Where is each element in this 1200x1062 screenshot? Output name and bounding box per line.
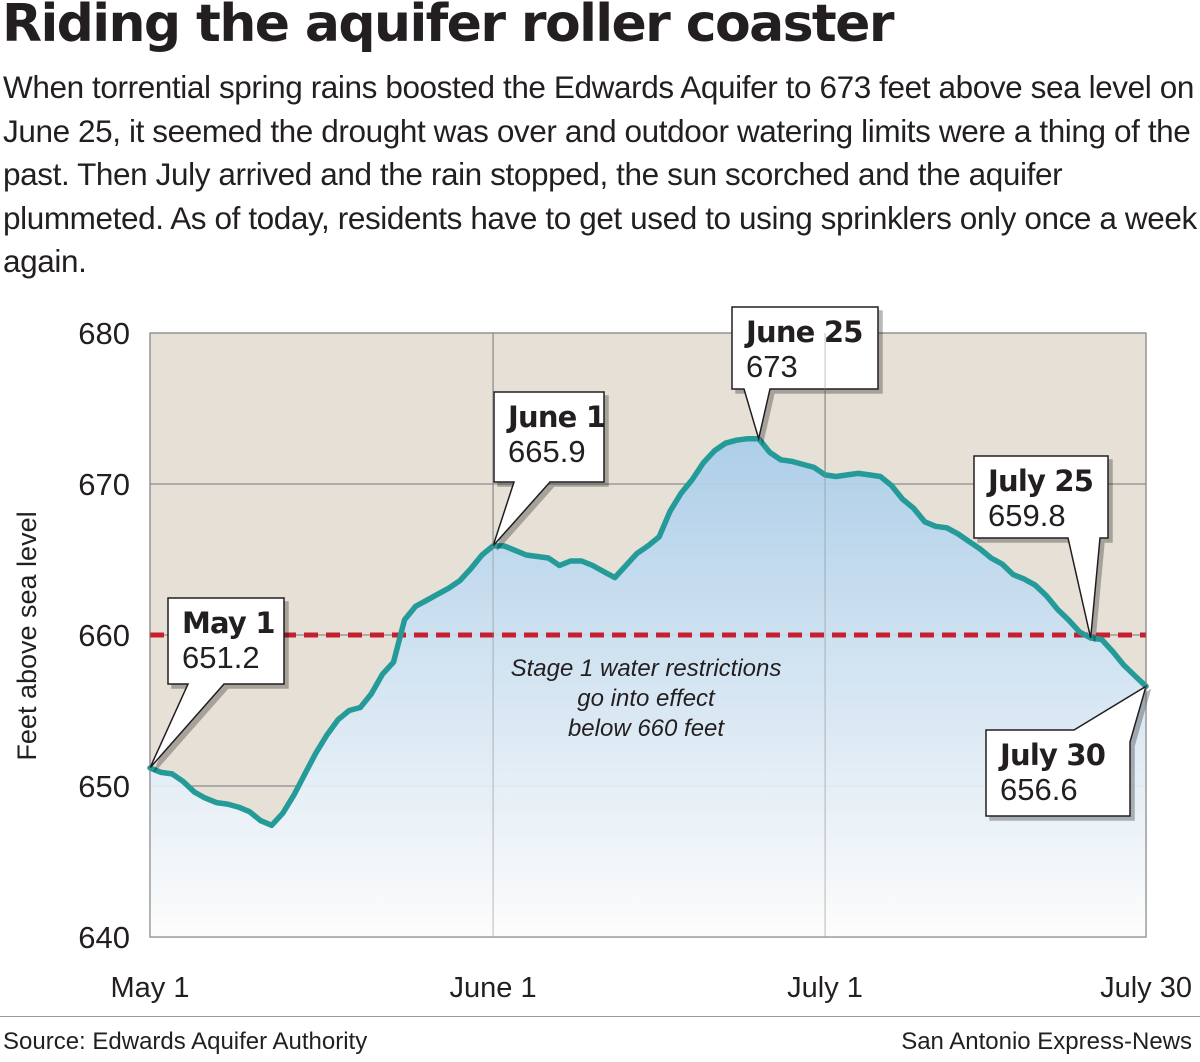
y-axis-ticks: 640 650 660 670 680 (78, 316, 130, 955)
page-title: Riding the aquifer roller coaster (2, 0, 895, 54)
callout-title: June 1 (506, 400, 605, 434)
y-tick-label: 650 (78, 769, 130, 804)
area-fill (150, 438, 1146, 937)
callout-box (149, 597, 285, 769)
callout-title: May 1 (182, 606, 275, 640)
footer-divider (0, 1016, 1200, 1017)
callout-title: July 25 (986, 464, 1093, 498)
chart-description: When torrential spring rains boosted the… (3, 69, 1197, 279)
callout-title: July 30 (998, 738, 1105, 772)
callout-value: 656.6 (1000, 772, 1078, 807)
callout-box (492, 391, 605, 547)
series-line (147, 435, 1149, 829)
aquifer-level-chart: Stage 1 water restrictions go into effect… (12, 306, 1192, 1004)
credit-line: San Antonio Express-News (901, 1028, 1192, 1055)
y-tick-label: 640 (78, 920, 130, 955)
callout-box (973, 455, 1109, 639)
callout-value: 673 (746, 349, 798, 384)
callout-value: 659.8 (988, 498, 1066, 533)
callout-value: 665.9 (508, 434, 586, 469)
y-axis-label: Feet above sea level (12, 511, 42, 760)
threshold-label-line: below 660 feet (568, 715, 725, 742)
x-tick-label: June 1 (450, 972, 537, 1004)
x-tick-label: July 30 (1100, 972, 1192, 1004)
y-tick-label: 660 (78, 618, 130, 653)
x-tick-label: May 1 (111, 972, 190, 1004)
threshold-label-line: go into effect (577, 685, 716, 712)
y-tick-label: 680 (78, 316, 130, 351)
callout-title: June 25 (744, 315, 863, 349)
threshold-label: Stage 1 water restrictions go into effect… (511, 655, 782, 742)
callout-value: 651.2 (182, 640, 260, 675)
x-tick-label: July 1 (787, 972, 863, 1004)
callout-box (985, 684, 1148, 817)
threshold-label-line: Stage 1 water restrictions (511, 655, 782, 682)
y-tick-label: 670 (78, 467, 130, 502)
source-note: Source: Edwards Aquifer Authority (3, 1028, 368, 1055)
x-axis-ticks: May 1 June 1 July 1 July 30 (111, 972, 1192, 1004)
callout-box (731, 306, 879, 442)
